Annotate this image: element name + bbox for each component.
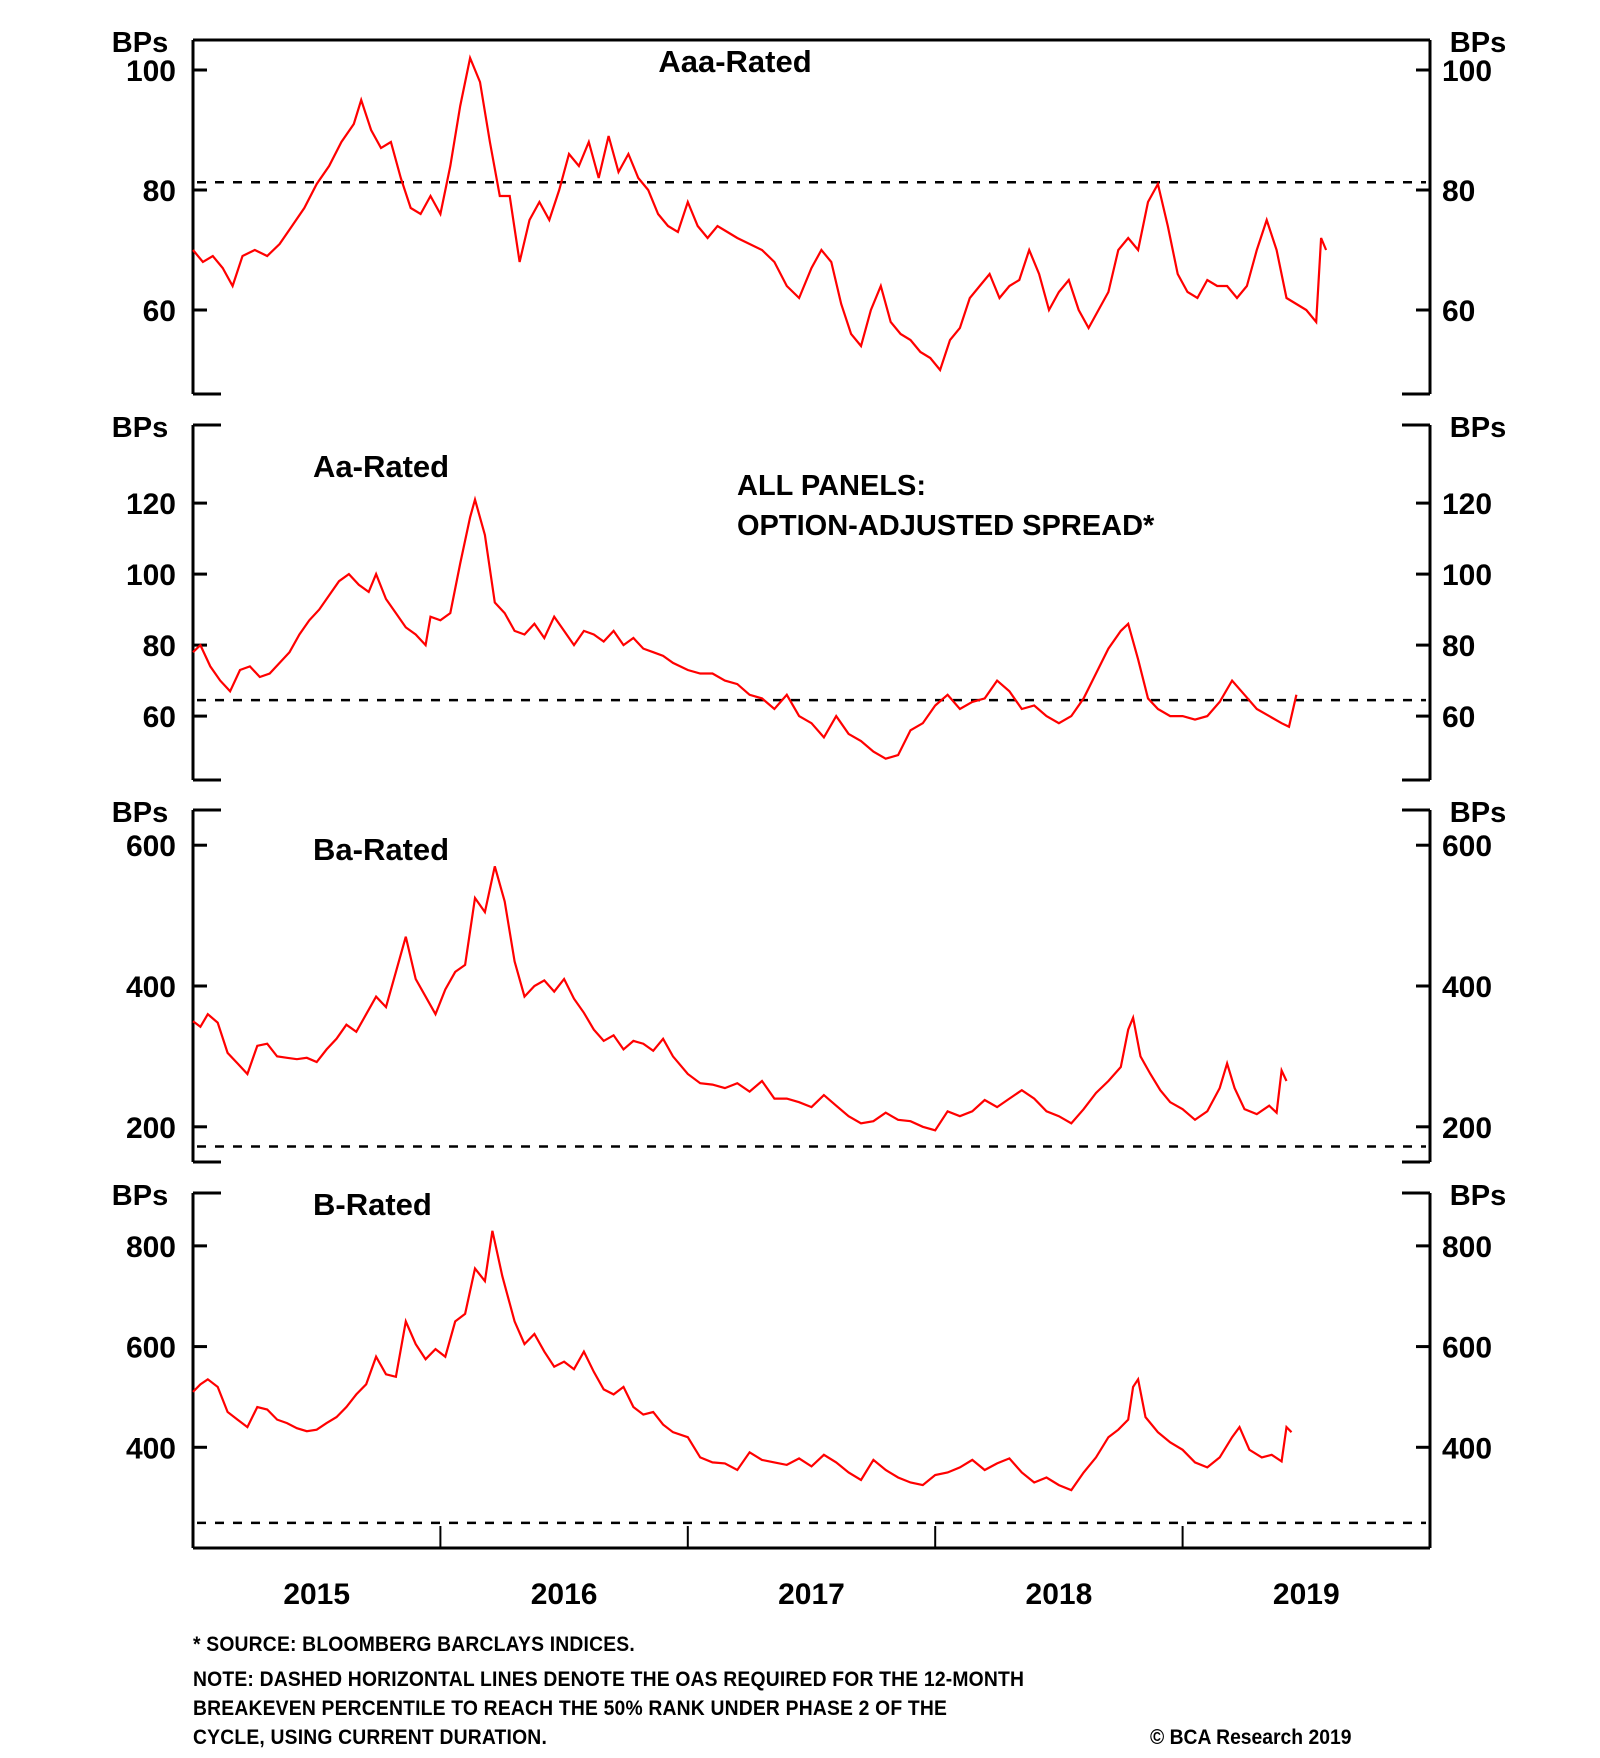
oas-series-line — [192, 1230, 1293, 1492]
oas-series-line — [192, 866, 1288, 1132]
note-line-2: BREAKEVEN PERCENTILE TO REACH THE 50% RA… — [193, 1697, 948, 1720]
x-tick-label: 2015 — [283, 1578, 350, 1611]
y-tick-label-right: 800 — [1442, 1231, 1492, 1264]
panel-title: Aaa-Rated — [658, 44, 811, 79]
y-unit-label-left: BPs — [112, 27, 168, 59]
y-tick-label-right: 600 — [1442, 830, 1492, 863]
oas-series-line — [192, 54, 1328, 373]
y-tick-label-right: 100 — [1442, 55, 1492, 88]
y-tick-label-right: 80 — [1442, 630, 1475, 663]
y-tick-label-right: 200 — [1442, 1112, 1492, 1145]
y-unit-label-left: BPs — [112, 412, 168, 444]
annotation-line: OPTION-ADJUSTED SPREAD* — [737, 510, 1155, 542]
panel-title: B-Rated — [313, 1187, 432, 1222]
y-tick-label-left: 80 — [143, 630, 176, 663]
panel-title: Aa-Rated — [313, 449, 449, 484]
y-tick-label-left: 600 — [126, 1332, 176, 1365]
note-line-1: NOTE: DASHED HORIZONTAL LINES DENOTE THE… — [193, 1668, 1025, 1691]
y-tick-label-right: 80 — [1442, 175, 1475, 208]
y-tick-label-left: 60 — [143, 701, 176, 734]
y-tick-label-left: 400 — [126, 1432, 176, 1465]
y-tick-label-right: 600 — [1442, 1332, 1492, 1365]
x-tick-label: 2019 — [1273, 1578, 1340, 1611]
y-tick-label-right: 400 — [1442, 971, 1492, 1004]
note-line-3: CYCLE, USING CURRENT DURATION. — [193, 1726, 547, 1749]
y-unit-label-right: BPs — [1450, 1180, 1506, 1212]
y-unit-label-right: BPs — [1450, 412, 1506, 444]
oas-series-line — [192, 495, 1298, 760]
y-tick-label-right: 120 — [1442, 488, 1492, 521]
y-tick-label-right: 100 — [1442, 559, 1492, 592]
y-tick-label-left: 100 — [126, 55, 176, 88]
y-unit-label-left: BPs — [112, 1180, 168, 1212]
y-unit-label-left: BPs — [112, 797, 168, 829]
panel-title: Ba-Rated — [313, 832, 449, 867]
y-tick-label-left: 100 — [126, 559, 176, 592]
y-tick-label-left: 200 — [126, 1112, 176, 1145]
y-tick-label-left: 600 — [126, 830, 176, 863]
y-tick-label-left: 400 — [126, 971, 176, 1004]
y-tick-label-right: 60 — [1442, 701, 1475, 734]
y-tick-label-left: 60 — [143, 295, 176, 328]
y-tick-label-right: 400 — [1442, 1432, 1492, 1465]
x-tick-label: 2017 — [778, 1578, 845, 1611]
x-tick-label: 2018 — [1026, 1578, 1093, 1611]
copyright: © BCA Research 2019 — [1150, 1726, 1352, 1749]
source-note: * SOURCE: BLOOMBERG BARCLAYS INDICES. — [193, 1633, 635, 1656]
x-tick-label: 2016 — [531, 1578, 598, 1611]
y-unit-label-right: BPs — [1450, 797, 1506, 829]
y-tick-label-left: 120 — [126, 488, 176, 521]
y-tick-label-left: 80 — [143, 175, 176, 208]
y-tick-label-left: 800 — [126, 1231, 176, 1264]
y-tick-label-right: 60 — [1442, 295, 1475, 328]
y-unit-label-right: BPs — [1450, 27, 1506, 59]
annotation-line: ALL PANELS: — [737, 470, 926, 502]
